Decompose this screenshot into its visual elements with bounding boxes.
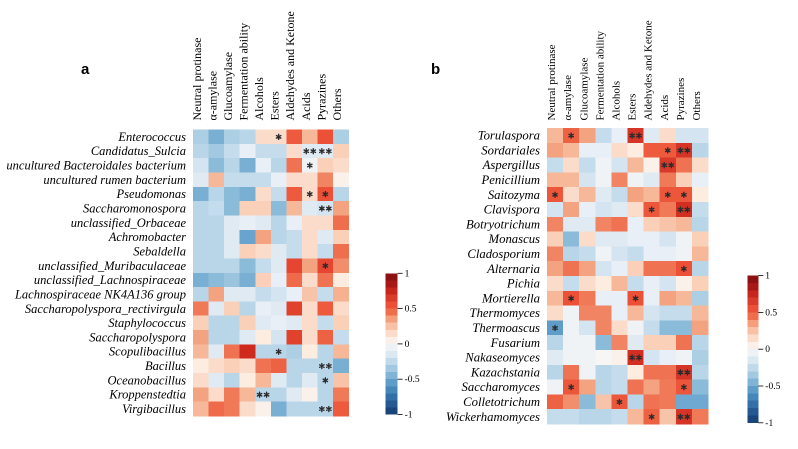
svg-text:unclassified_Muribaculaceae: unclassified_Muribaculaceae [38, 259, 186, 273]
svg-text:Glucoamylase: Glucoamylase [578, 57, 590, 120]
svg-text:Others: Others [691, 91, 703, 120]
svg-text:unclassified_Lachnospiraceae: unclassified_Lachnospiraceae [34, 273, 187, 287]
svg-text:Alcohols: Alcohols [610, 81, 622, 121]
svg-text:Aspergillus: Aspergillus [482, 158, 540, 172]
svg-text:Pyrazines: Pyrazines [314, 74, 328, 121]
svg-text:Achromobacter: Achromobacter [108, 230, 186, 244]
svg-text:α-amylase: α-amylase [205, 71, 219, 121]
svg-text:-1: -1 [765, 419, 773, 429]
svg-text:-0.5: -0.5 [405, 375, 420, 385]
svg-text:Esters: Esters [627, 94, 639, 121]
svg-text:Alternaria: Alternaria [486, 262, 540, 276]
svg-text:0: 0 [765, 345, 770, 355]
svg-text:Fermentation ability: Fermentation ability [237, 23, 251, 121]
svg-text:Saccharomonospora: Saccharomonospora [83, 201, 186, 215]
svg-text:Saccharopolyspora: Saccharopolyspora [89, 330, 186, 344]
svg-text:Esters: Esters [268, 91, 282, 121]
svg-text:Saitozyma: Saitozyma [488, 188, 540, 202]
svg-text:Fermentation ability: Fermentation ability [594, 30, 606, 120]
svg-text:unclassified_Orbaceae: unclassified_Orbaceae [71, 216, 187, 230]
svg-text:Colletotrichum: Colletotrichum [463, 395, 540, 409]
svg-text:Fusarium: Fusarium [490, 336, 540, 350]
svg-text:Penicillium: Penicillium [481, 173, 541, 187]
svg-text:Bacillus: Bacillus [145, 359, 186, 373]
svg-text:b: b [431, 61, 440, 78]
svg-text:Enterococcus: Enterococcus [117, 130, 186, 144]
svg-text:Pyrazines: Pyrazines [675, 78, 687, 121]
svg-text:Saccharopolyspora_rectivirgula: Saccharopolyspora_rectivirgula [25, 302, 186, 316]
svg-text:uncultured rumen bacterium: uncultured rumen bacterium [43, 173, 186, 187]
svg-text:Sordariales: Sordariales [481, 143, 540, 157]
svg-text:Mortierella: Mortierella [481, 291, 540, 305]
svg-text:Acids: Acids [299, 92, 313, 120]
svg-text:Others: Others [330, 88, 344, 120]
svg-text:Nakaseomyces: Nakaseomyces [464, 351, 540, 365]
svg-text:Torulaspora: Torulaspora [478, 129, 540, 143]
svg-text:Scopulibacillus: Scopulibacillus [109, 345, 186, 359]
svg-text:Pichia: Pichia [506, 277, 540, 291]
svg-text:Thermoascus: Thermoascus [472, 321, 540, 335]
svg-text:0.5: 0.5 [765, 308, 777, 318]
svg-text:Saccharomyces: Saccharomyces [462, 380, 541, 394]
svg-text:Oceanobacillus: Oceanobacillus [108, 373, 187, 387]
svg-text:Candidatus_Sulcia: Candidatus_Sulcia [91, 144, 186, 158]
svg-text:α-amylase: α-amylase [562, 75, 574, 121]
svg-text:Kroppenstedtia: Kroppenstedtia [108, 388, 186, 402]
svg-text:Wickerhamomyces: Wickerhamomyces [446, 410, 540, 424]
svg-text:a: a [81, 61, 90, 78]
svg-text:Sebaldella: Sebaldella [133, 244, 186, 258]
svg-text:Cladosporium: Cladosporium [467, 247, 540, 261]
svg-text:Glucoamylase: Glucoamylase [221, 52, 235, 121]
svg-text:1: 1 [405, 269, 410, 279]
svg-text:Virgibacillus: Virgibacillus [122, 402, 186, 416]
svg-text:Thermomyces: Thermomyces [470, 306, 541, 320]
svg-text:Monascus: Monascus [488, 232, 541, 246]
svg-text:Acids: Acids [659, 95, 671, 121]
svg-text:Botryotrichum: Botryotrichum [466, 217, 540, 231]
svg-text:-1: -1 [405, 411, 413, 421]
svg-text:Clavispora: Clavispora [484, 203, 540, 217]
svg-text:uncultured Bacteroidales bacte: uncultured Bacteroidales bacterium [6, 159, 186, 173]
svg-text:1: 1 [765, 272, 770, 282]
svg-text:0: 0 [405, 340, 410, 350]
svg-text:Aldehydes and Ketone: Aldehydes and Ketone [643, 20, 655, 120]
svg-text:Neutral protinase: Neutral protinase [190, 38, 204, 121]
svg-text:Alcohols: Alcohols [252, 77, 266, 121]
svg-text:Neutral protinase: Neutral protinase [546, 44, 558, 120]
svg-text:Kazachstania: Kazachstania [470, 365, 540, 379]
svg-text:Staphylococcus: Staphylococcus [108, 316, 186, 330]
svg-text:Pseudomonas: Pseudomonas [116, 187, 187, 201]
svg-text:-0.5: -0.5 [765, 382, 780, 392]
svg-text:0.5: 0.5 [405, 305, 417, 315]
svg-text:Lachnospiraceae NK4A136 group: Lachnospiraceae NK4A136 group [14, 287, 186, 301]
svg-text:Aldehydes and Ketone: Aldehydes and Ketone [283, 11, 297, 120]
